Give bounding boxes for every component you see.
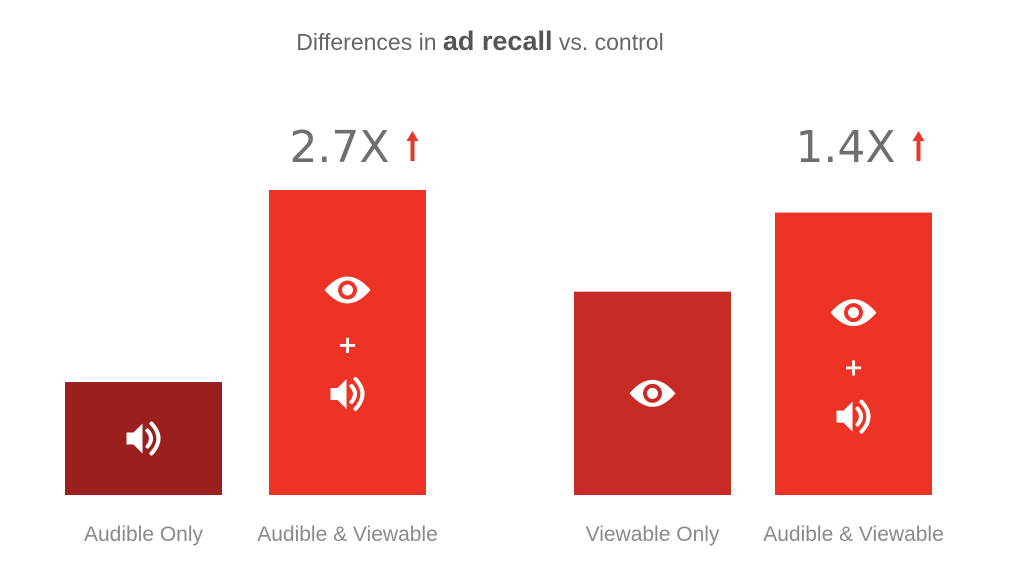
category-label: Audible Only: [84, 523, 204, 546]
plus-icon: +: [337, 331, 357, 359]
bar-group: [65, 382, 222, 495]
category-label: Audible & Viewable: [257, 523, 438, 546]
multiplier-label: 2.7X: [289, 122, 389, 173]
eye-icon: [629, 379, 676, 407]
title-emphasis: ad recall: [442, 26, 553, 56]
eye-icon: [830, 299, 877, 327]
bar: [775, 212, 932, 495]
speaker-icon: [330, 377, 365, 411]
bar: [269, 190, 426, 495]
category-label: Viewable Only: [586, 523, 720, 546]
title-suffix: vs. control: [552, 29, 664, 55]
eye-icon: [324, 276, 371, 304]
bar: [65, 382, 222, 495]
title-prefix: Differences in: [296, 29, 443, 55]
arrow-up-icon: [406, 131, 419, 161]
plus-icon: +: [843, 354, 863, 382]
bar-group: [574, 291, 731, 495]
multiplier-label: 1.4X: [795, 122, 895, 173]
arrow-up-icon: [912, 131, 925, 161]
bar-group: +: [269, 190, 426, 495]
category-label: Audible & Viewable: [763, 523, 944, 546]
speaker-icon: [836, 399, 871, 434]
speaker-icon: [126, 421, 161, 456]
chart-title: Differences in ad recall vs. control: [0, 26, 960, 57]
bar-group: +: [775, 212, 932, 495]
